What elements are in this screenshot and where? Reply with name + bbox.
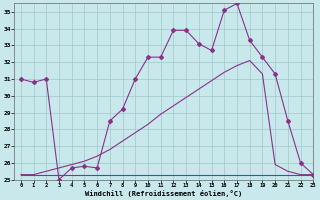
X-axis label: Windchill (Refroidissement éolien,°C): Windchill (Refroidissement éolien,°C): [85, 190, 243, 197]
